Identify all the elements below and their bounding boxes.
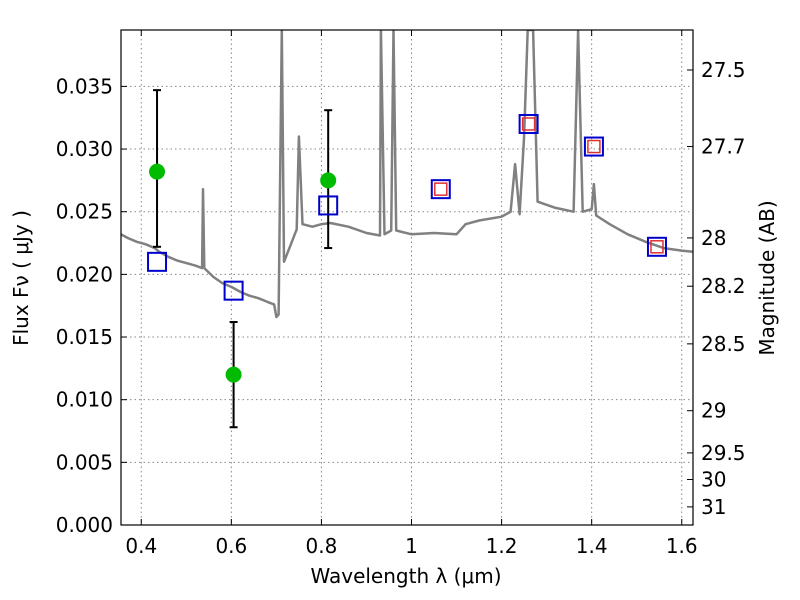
mag-tick-label: 27.7 <box>701 135 746 159</box>
x-tick-label: 1 <box>405 534 418 558</box>
y2-axis-title: Magnitude (AB) <box>755 200 779 355</box>
mag-tick-label: 29 <box>701 399 726 423</box>
observed-point <box>320 172 337 189</box>
plot-frame <box>120 29 694 526</box>
mag-tick-label: 28.5 <box>701 332 746 356</box>
x-tick-label: 0.4 <box>125 534 157 558</box>
y-tick-label: 0.000 <box>56 513 113 537</box>
axes: 0.4 0.6 0.8 1 1.2 1.4 1.6 0.000 0.005 0.010 0.015 0… <box>56 30 746 558</box>
model-square <box>223 280 244 301</box>
mag-tick-label: 31 <box>701 495 726 519</box>
mag-tick-label: 29.5 <box>701 441 746 465</box>
mag-tick-label: 28.2 <box>701 274 746 298</box>
y-tick-label: 0.030 <box>56 137 113 161</box>
plot-area <box>121 30 693 429</box>
model-square <box>147 251 168 272</box>
mag-tick-label: 28 <box>701 226 726 250</box>
x-tick-label: 1.2 <box>486 534 518 558</box>
y-tick-label: 0.025 <box>56 200 113 224</box>
x-tick-label: 0.6 <box>215 534 247 558</box>
grid-lines <box>121 30 693 526</box>
model-square <box>318 195 339 216</box>
model-square <box>430 179 451 200</box>
model-square-inner <box>587 139 601 154</box>
model-square-inner <box>434 182 448 196</box>
model-square-inner <box>650 240 664 254</box>
observed-point <box>225 366 242 383</box>
y-tick-label: 0.020 <box>56 262 113 286</box>
spectrum-line <box>121 30 693 319</box>
x-axis-title: Wavelength λ (μm) <box>310 564 501 588</box>
observed-point <box>149 163 166 180</box>
model-square <box>583 136 604 157</box>
y-tick-label: 0.010 <box>56 388 113 412</box>
model-square-inner <box>521 117 536 131</box>
y-tick-label: 0.015 <box>56 325 113 349</box>
y-axis-title: Flux Fν ( μJy ) <box>9 210 33 346</box>
model-square <box>646 236 667 257</box>
x-tick-label: 1.6 <box>666 534 698 558</box>
mag-tick-label: 27.5 <box>701 58 746 82</box>
x-tick-label: 1.4 <box>576 534 608 558</box>
x-tick-label: 0.8 <box>306 534 338 558</box>
model-square <box>518 113 539 134</box>
mag-tick-label: 30 <box>701 468 726 492</box>
y-tick-label: 0.005 <box>56 450 113 474</box>
y-tick-label: 0.035 <box>56 74 113 98</box>
